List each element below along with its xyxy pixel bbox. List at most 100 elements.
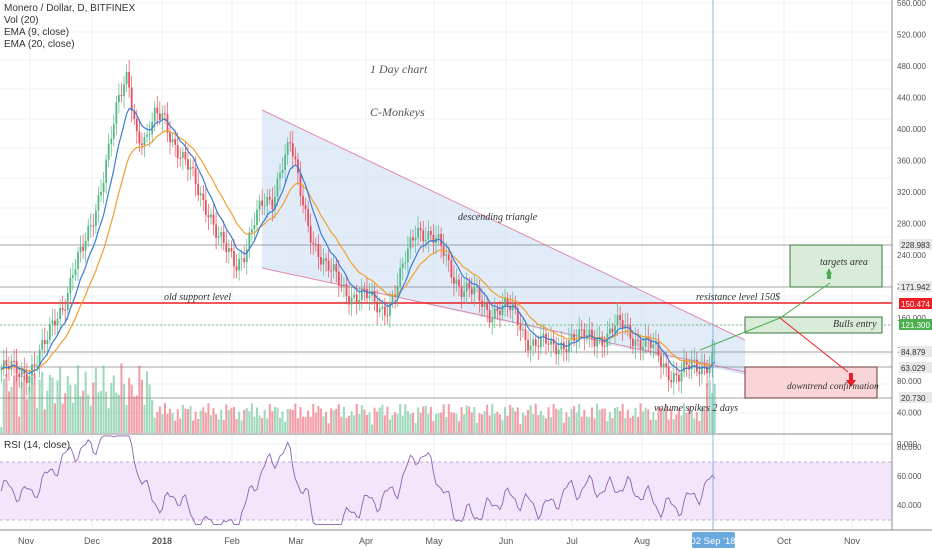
volume-bar <box>199 410 202 433</box>
ema9-label: EMA (9, close) <box>4 27 70 38</box>
candle-body <box>644 336 647 347</box>
downtrend-box[interactable] <box>744 366 878 399</box>
arrow-down-icon <box>846 380 856 387</box>
time-label: Jul <box>566 536 578 546</box>
candle-body <box>238 258 240 271</box>
volume-bar <box>209 415 212 433</box>
volume-bar <box>243 409 246 433</box>
candle-body <box>345 284 348 297</box>
candle-body <box>547 343 550 345</box>
candle-body <box>54 320 56 326</box>
candle-body <box>317 244 320 258</box>
candle-body <box>276 178 279 197</box>
candle-body <box>647 336 650 340</box>
volume-bar <box>59 366 62 433</box>
volume-bar <box>578 403 581 433</box>
arrow-down-stem <box>849 373 853 380</box>
volume-bar <box>7 391 10 433</box>
volume-bar <box>521 412 524 433</box>
candle-body <box>268 196 271 200</box>
volume-bar <box>626 409 629 433</box>
candle-body <box>350 297 353 305</box>
volume-bar <box>649 419 652 433</box>
volume-bar <box>573 406 576 433</box>
volume-bar <box>227 409 230 433</box>
volume-bar <box>596 403 599 433</box>
candle-body <box>179 157 182 159</box>
volume-bar <box>565 412 568 433</box>
candle-body <box>529 345 532 351</box>
candle-body <box>537 345 540 348</box>
volume-bar <box>143 404 146 433</box>
volume-bar <box>255 407 259 433</box>
volume-bar <box>511 407 514 433</box>
candle-body <box>77 252 79 269</box>
candle-body <box>678 374 680 382</box>
candle-body <box>51 320 54 325</box>
candle-body <box>110 138 113 144</box>
volume-bar <box>291 410 294 433</box>
chart-legend[interactable]: Monero / Dollar, D, BITFINEX Vol (20) EM… <box>4 3 135 51</box>
volume-bar <box>488 415 491 433</box>
candle-body <box>171 139 174 143</box>
candle-body <box>588 329 591 336</box>
volume-bar <box>396 413 399 433</box>
bulls-entry-box[interactable] <box>744 316 883 334</box>
volume-bar <box>654 419 657 433</box>
candle-body <box>463 291 466 297</box>
price-tick-label: 320.000 <box>897 188 926 197</box>
volume-bar <box>325 411 328 433</box>
candle-body <box>330 270 333 272</box>
candle-body <box>639 339 642 350</box>
volume-bar <box>455 413 458 433</box>
volume-bar <box>532 413 535 433</box>
volume-bar <box>672 419 675 433</box>
volume-bar <box>560 407 563 433</box>
candle-body <box>61 307 64 310</box>
candle-body <box>204 199 207 216</box>
price-tick-label: 160.000 <box>897 314 926 323</box>
candle-body <box>148 134 151 136</box>
time-axis: Nov Dec 2018 Feb Mar Apr May Jun Jul Aug Oct Nov <box>18 536 861 546</box>
volume-bar <box>486 404 489 433</box>
volume-bar <box>53 403 57 433</box>
volume-bar <box>580 416 583 433</box>
candle-body <box>248 232 251 250</box>
candle-body <box>100 192 102 196</box>
volume-bar <box>304 416 307 433</box>
price-tick-label: 360.000 <box>897 157 926 166</box>
volume-bar <box>360 405 363 433</box>
price-axis[interactable] <box>892 0 932 550</box>
volume-bar <box>353 415 356 433</box>
candle-body <box>158 113 161 121</box>
candle-body <box>621 319 624 329</box>
candle-body <box>601 336 604 346</box>
volume-bar <box>97 392 100 433</box>
candle-body <box>227 247 230 253</box>
targets-area-box[interactable] <box>789 244 883 288</box>
candle-body <box>690 361 693 370</box>
candle-body <box>332 264 335 271</box>
volume-bar <box>665 404 668 433</box>
candle-body <box>381 306 384 309</box>
price-tick-label: 80.000 <box>897 377 922 386</box>
volume-bar <box>281 411 284 433</box>
candle-body <box>493 308 496 319</box>
volume-bar <box>504 407 507 433</box>
price-badge <box>899 392 932 403</box>
candle-body <box>97 195 100 211</box>
candle-body <box>233 251 235 267</box>
volume-bar <box>342 406 345 433</box>
candle-body <box>396 285 399 297</box>
volume-bar <box>534 403 537 433</box>
candle-body <box>555 344 558 355</box>
candle-body <box>169 132 171 143</box>
volume-bar <box>483 411 486 433</box>
candle-body <box>135 118 138 132</box>
volume-bar <box>468 406 471 433</box>
volume-bar <box>189 406 192 433</box>
candle-body <box>711 352 714 366</box>
candle-body <box>309 225 312 243</box>
time-label: Mar <box>288 536 304 546</box>
